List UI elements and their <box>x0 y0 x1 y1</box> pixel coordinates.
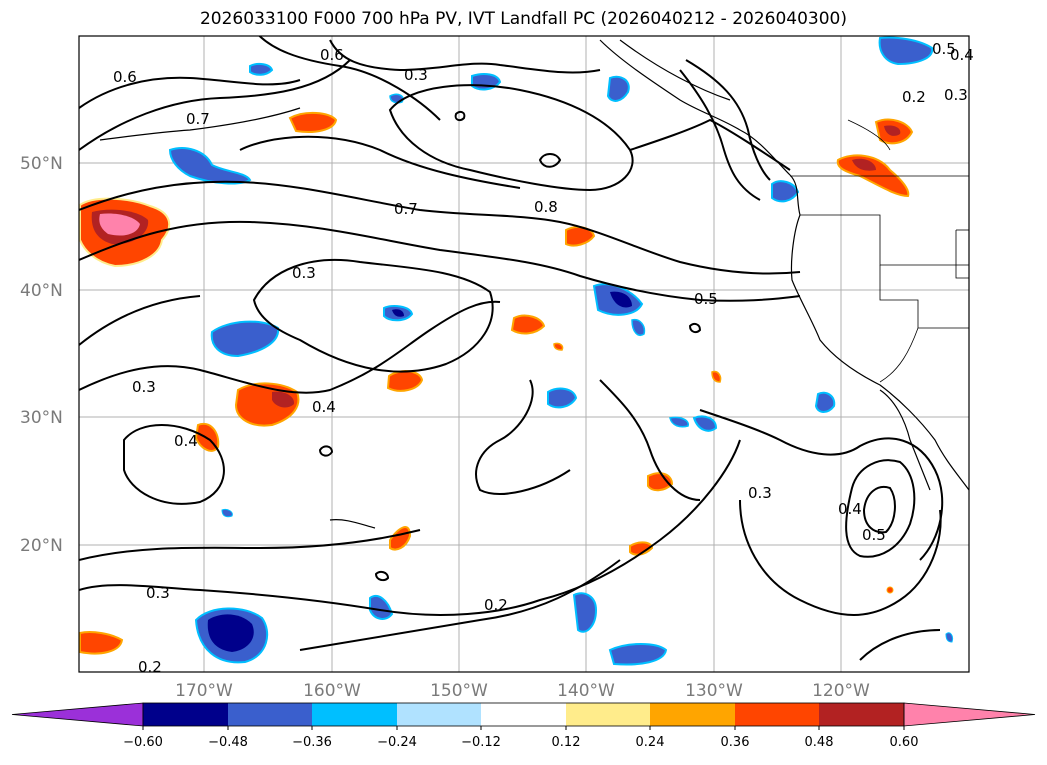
colorbar-swatch <box>650 703 735 726</box>
contour-label: 0.5 <box>694 290 718 308</box>
contour-label: 0.5 <box>862 526 886 544</box>
contour-label: 0.4 <box>174 432 198 450</box>
colorbar <box>11 702 1036 727</box>
contour-label: 0.3 <box>146 584 170 602</box>
colorbar-outline <box>142 702 905 727</box>
lat-label: 50°N <box>20 154 63 174</box>
lon-label: 130°W <box>685 681 743 701</box>
lon-label: 120°W <box>812 681 870 701</box>
contour-label: 0.6 <box>320 46 344 64</box>
contour-label: 0.6 <box>113 68 137 86</box>
colorbar-extend-min <box>11 702 144 727</box>
longitude-labels: 170°W 160°W 150°W 140°W 130°W 120°W <box>175 681 870 701</box>
contour-label: 0.4 <box>838 500 862 518</box>
contour-label: 0.3 <box>404 66 428 84</box>
contour-label: 0.3 <box>748 484 772 502</box>
lon-label: 160°W <box>303 681 361 701</box>
colorbar-tick-label: −0.12 <box>461 735 501 750</box>
colorbar-swatch <box>819 703 904 726</box>
contour-label: 0.3 <box>944 86 968 104</box>
colorbar-ticks: −0.60 −0.48 −0.36 −0.24 −0.12 0.12 0.24 0.36 0.4… <box>123 726 918 750</box>
contour-label: 0.3 <box>132 378 156 396</box>
colorbar-tick-label: −0.60 <box>123 735 163 750</box>
coastlines <box>99 39 969 529</box>
contour-label: 0.5 <box>932 40 956 58</box>
lat-label: 40°N <box>20 281 63 301</box>
contour-label: 0.3 <box>292 264 316 282</box>
colorbar-tick-label: 0.24 <box>636 735 665 750</box>
colorbar-extend-max <box>903 702 1036 727</box>
contour-label: 0.4 <box>950 46 974 64</box>
map-background <box>79 36 969 672</box>
map-title: 2026033100 F000 700 hPa PV, IVT Landfall… <box>199 9 847 29</box>
colorbar-swatch <box>312 703 397 726</box>
contour-label: 0.7 <box>186 110 210 128</box>
colorbar-swatch <box>735 703 819 726</box>
colorbar-tick-label: 0.12 <box>552 735 581 750</box>
colorbar-tick-label: 0.48 <box>805 735 834 750</box>
positive-pv-fill <box>79 112 914 655</box>
contour-label: 0.7 <box>394 200 418 218</box>
colorbar-tick-label: −0.48 <box>208 735 248 750</box>
contour-label: 0.2 <box>138 658 162 676</box>
contour-labels: 0.6 0.7 0.6 0.5 0.4 0.3 0.2 0.3 0.7 0.8 … <box>113 40 974 676</box>
colorbar-swatch <box>481 703 566 726</box>
colorbar-swatch <box>228 703 312 726</box>
contour-label: 0.4 <box>312 398 336 416</box>
colorbar-swatch <box>566 703 650 726</box>
pv-contours <box>79 36 944 661</box>
gridlines <box>79 36 969 672</box>
lon-label: 140°W <box>557 681 615 701</box>
political-borders <box>790 119 969 383</box>
colorbar-swatch <box>397 703 481 726</box>
colorbar-tick-label: 0.36 <box>721 735 750 750</box>
colorbar-tick-label: −0.24 <box>377 735 417 750</box>
colorbar-tick-label: −0.36 <box>292 735 332 750</box>
contour-label: 0.2 <box>484 596 508 614</box>
contour-label: 0.2 <box>902 88 926 106</box>
negative-pv-fill <box>168 36 953 666</box>
lat-label: 30°N <box>20 408 63 428</box>
lon-label: 170°W <box>175 681 233 701</box>
colorbar-tick-label: 0.60 <box>890 735 919 750</box>
colorbar-swatch <box>143 703 228 726</box>
lon-label: 150°W <box>430 681 488 701</box>
map-frame <box>78 35 970 673</box>
latitude-labels: 50°N 40°N 30°N 20°N <box>20 154 63 556</box>
contour-label: 0.8 <box>534 198 558 216</box>
lat-label: 20°N <box>20 536 63 556</box>
